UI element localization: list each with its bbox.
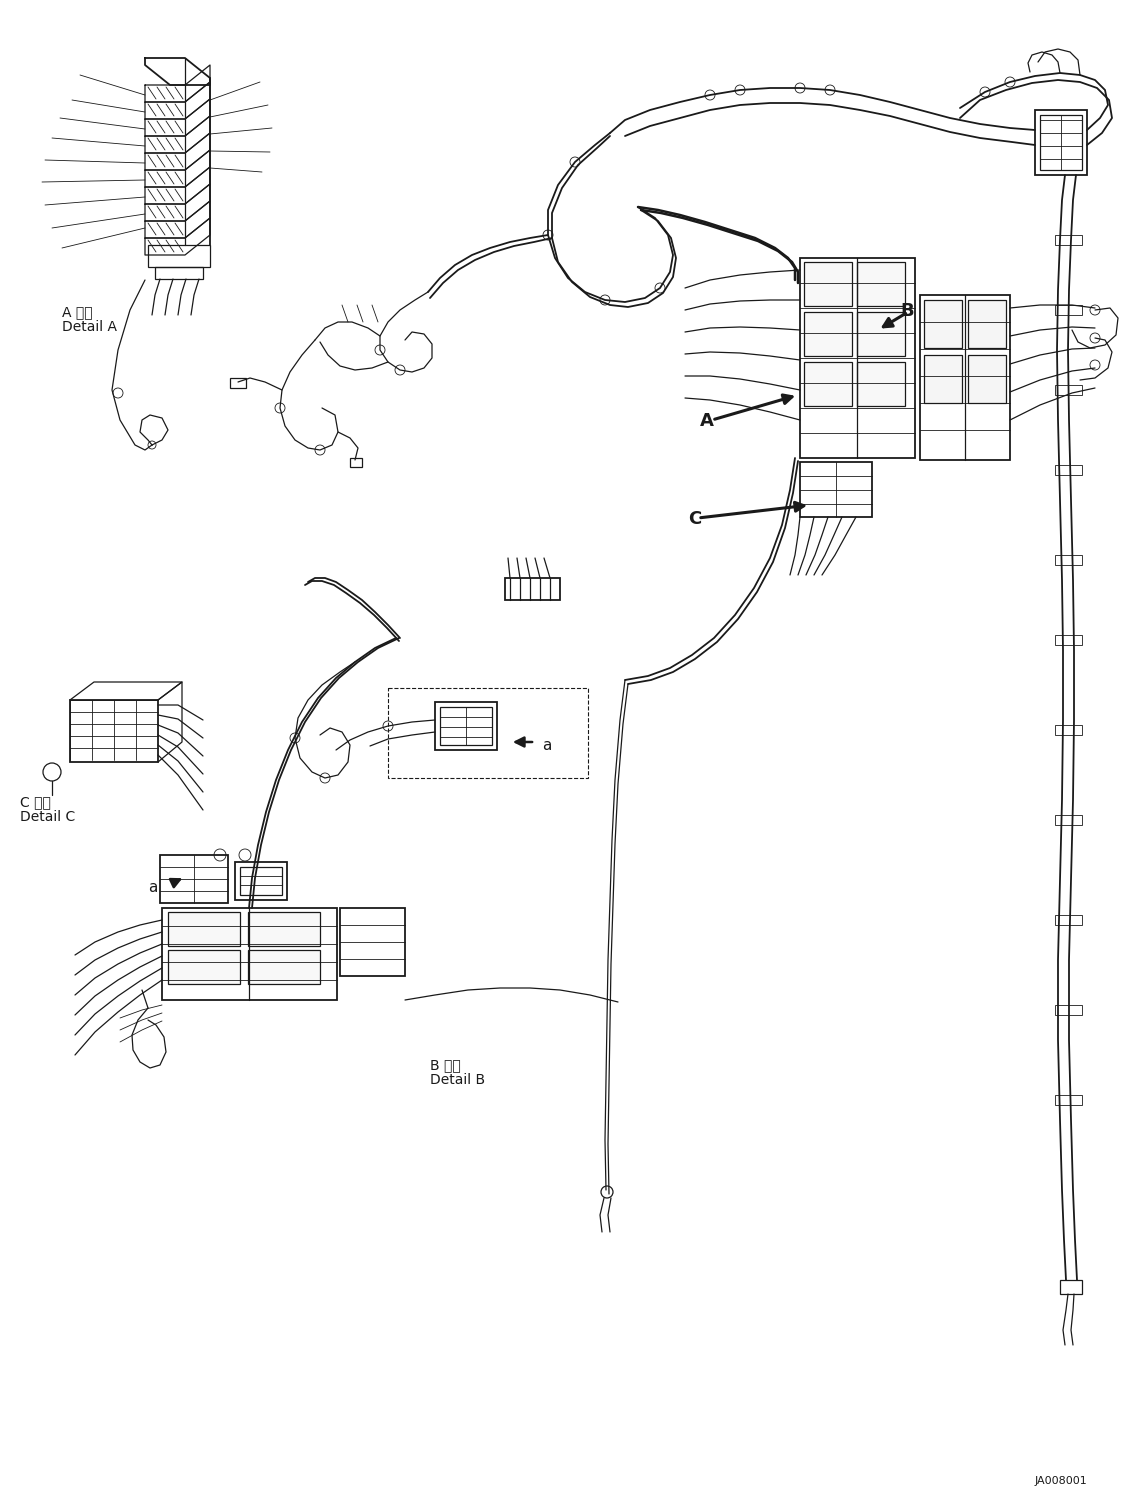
Text: Detail C: Detail C	[19, 810, 75, 824]
Bar	[240, 867, 282, 895]
Text: JA008001: JA008001	[1036, 1476, 1088, 1486]
Bar	[1055, 725, 1082, 736]
Bar	[924, 355, 962, 403]
Bar	[440, 707, 491, 745]
Text: Detail A: Detail A	[62, 319, 117, 334]
Bar	[1055, 236, 1082, 245]
Bar	[920, 295, 1010, 460]
Text: a: a	[542, 739, 551, 753]
Text: a: a	[147, 880, 158, 895]
Bar	[1055, 555, 1082, 565]
Bar	[800, 258, 916, 458]
Bar	[1055, 385, 1082, 395]
Bar	[1055, 304, 1082, 315]
Bar	[147, 245, 210, 267]
Bar	[1060, 1280, 1082, 1294]
Text: A 詳細: A 詳細	[62, 304, 93, 319]
Bar	[1055, 1006, 1082, 1015]
Bar	[1055, 915, 1082, 925]
Bar	[155, 267, 203, 279]
Bar	[435, 703, 497, 750]
Bar	[387, 688, 588, 777]
Bar	[804, 312, 852, 357]
Bar	[857, 363, 905, 406]
Text: Detail B: Detail B	[430, 1073, 485, 1088]
Text: C: C	[688, 510, 702, 528]
Bar	[235, 862, 287, 900]
Bar	[924, 300, 962, 348]
Text: B: B	[900, 301, 913, 319]
Bar	[339, 909, 405, 976]
Text: A: A	[700, 412, 714, 430]
Bar	[857, 263, 905, 306]
Bar	[800, 463, 872, 518]
Bar	[168, 912, 240, 946]
Bar	[230, 377, 246, 388]
Bar	[248, 912, 320, 946]
Bar	[160, 855, 227, 903]
Bar	[1055, 636, 1082, 645]
Text: C 詳細: C 詳細	[19, 795, 51, 809]
Bar	[1036, 110, 1087, 175]
Bar	[1055, 1095, 1082, 1106]
Bar	[804, 263, 852, 306]
Text: B 詳細: B 詳細	[430, 1058, 461, 1071]
Bar	[968, 355, 1006, 403]
Bar	[168, 950, 240, 985]
Bar	[1040, 115, 1082, 170]
Bar	[1055, 815, 1082, 825]
Bar	[248, 950, 320, 985]
Bar	[1055, 466, 1082, 474]
Bar	[804, 363, 852, 406]
Bar	[505, 577, 560, 600]
Bar	[162, 909, 337, 1000]
Bar	[968, 300, 1006, 348]
Bar	[857, 312, 905, 357]
Bar	[350, 458, 362, 467]
Bar	[70, 700, 158, 762]
